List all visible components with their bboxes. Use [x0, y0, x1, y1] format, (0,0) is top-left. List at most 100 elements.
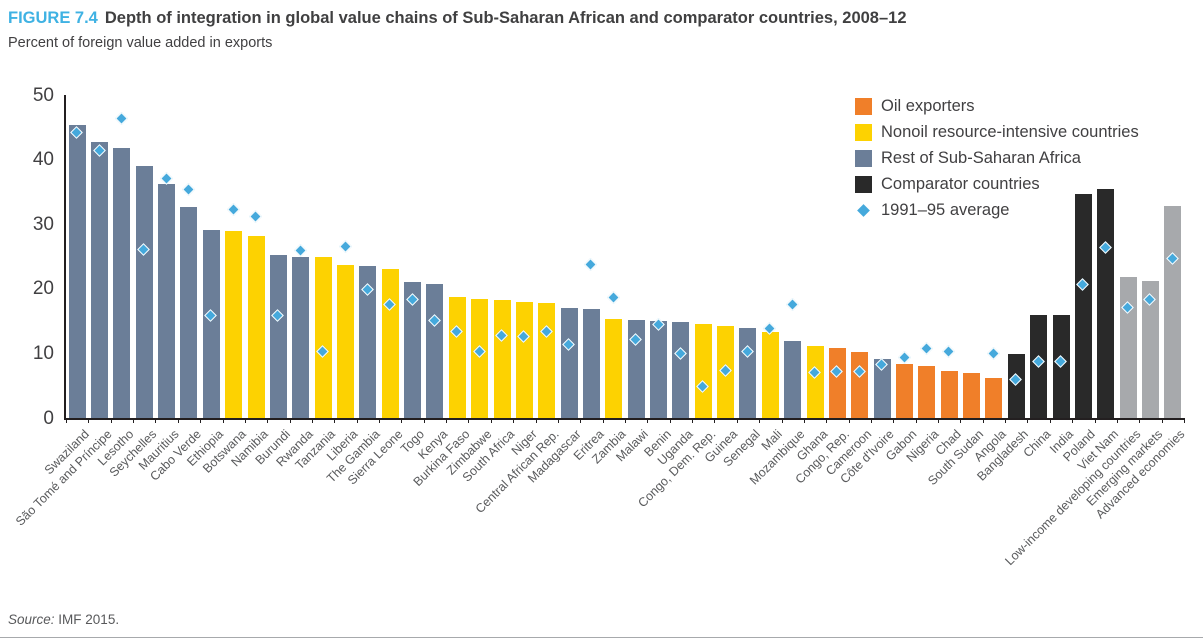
- avg-marker-zambia: [606, 290, 620, 304]
- bar-mozambique: [784, 341, 802, 418]
- bar-south-sudan: [963, 372, 981, 418]
- x-axis-tick: [647, 420, 649, 423]
- x-axis-tick: [1049, 420, 1051, 423]
- bar-nigeria: [918, 366, 936, 418]
- x-axis-tick: [826, 420, 828, 423]
- bar-c-te-d-ivoire: [873, 359, 891, 418]
- bar-lesotho: [113, 147, 131, 418]
- x-axis-tick: [1005, 420, 1007, 423]
- bar-senegal: [739, 328, 757, 418]
- x-axis-tick: [513, 420, 515, 423]
- x-axis-tick: [490, 420, 492, 423]
- legend: Oil exporters Nonoil resource-intensive c…: [855, 93, 1139, 223]
- bar-low-income-developing-countries: [1119, 276, 1137, 418]
- source-note: Source: IMF 2015.: [8, 612, 119, 627]
- x-axis-tick: [1161, 420, 1163, 423]
- x-axis-tick: [1027, 420, 1029, 423]
- bar-uganda: [672, 321, 690, 418]
- x-axis-tick: [848, 420, 850, 423]
- x-label-s-o-tom-and-pr-ncipe: São Tomé and Príncipe: [12, 427, 115, 529]
- y-tick-label-10: 10: [32, 342, 54, 364]
- x-axis-tick: [692, 420, 694, 423]
- legend-label: Rest of Sub-Saharan Africa: [881, 148, 1081, 167]
- avg-marker-chad: [942, 344, 956, 358]
- bar-ghana: [806, 346, 824, 418]
- x-axis-tick: [982, 420, 984, 423]
- plot-area: 0 10 20 30 40 50 Swaziland São Tomé and Príncip…: [13, 85, 1188, 569]
- y-tick-label-30: 30: [32, 213, 54, 235]
- x-axis-tick: [311, 420, 313, 423]
- y-axis-line: [64, 95, 66, 418]
- bar-tanzania: [314, 257, 332, 418]
- x-axis-tick: [1072, 420, 1074, 423]
- x-axis-tick: [66, 420, 67, 423]
- avg-marker-angola: [987, 346, 1000, 360]
- legend-label: Oil exporters: [881, 96, 975, 115]
- x-axis-tick: [535, 420, 537, 423]
- bar-madagascar: [560, 307, 578, 418]
- bar-advanced-economies: [1164, 206, 1182, 418]
- bar-congo-dem-rep: [694, 323, 712, 418]
- x-axis-tick: [244, 420, 246, 423]
- x-axis-tick: [177, 420, 179, 423]
- bar-central-african-rep: [538, 303, 556, 418]
- x-axis-tick: [669, 420, 671, 423]
- bar-congo-rep: [828, 348, 846, 418]
- x-axis-tick: [446, 420, 448, 423]
- legend-swatch-icon: [855, 175, 872, 193]
- y-tick-label-0: 0: [43, 407, 54, 429]
- x-axis-tick: [110, 420, 112, 423]
- x-axis-tick: [759, 420, 761, 423]
- x-axis-tick: [625, 420, 626, 423]
- bar-eritrea: [582, 309, 600, 418]
- source-text: IMF 2015.: [58, 612, 120, 627]
- bar-benin: [650, 321, 668, 418]
- x-axis-tick: [423, 420, 425, 423]
- source-prefix: Source:: [8, 612, 55, 627]
- bar-zimbabwe: [471, 298, 489, 418]
- avg-marker-eritrea: [584, 258, 598, 272]
- x-axis-tick: [803, 420, 805, 423]
- bar-zambia: [605, 319, 623, 418]
- bar-swaziland: [68, 125, 86, 418]
- bar-togo: [404, 282, 422, 418]
- bar-mauritius: [158, 183, 176, 418]
- avg-marker-liberia: [338, 240, 352, 254]
- bar-ethiopia: [202, 230, 220, 418]
- y-tick-label-20: 20: [32, 278, 54, 300]
- x-axis-tick: [781, 420, 783, 423]
- legend-swatch-icon: [855, 123, 872, 141]
- bar-poland: [1074, 194, 1092, 418]
- x-axis-tick: [88, 420, 90, 423]
- bar-gabon: [896, 363, 913, 418]
- x-axis-tick: [915, 420, 917, 423]
- x-axis-tick: [557, 420, 559, 423]
- x-axis-tick: [1094, 420, 1096, 423]
- bar-kenya: [426, 283, 444, 418]
- bar-south-africa: [493, 299, 511, 418]
- legend-label: 1991–95 average: [881, 200, 1010, 219]
- avg-marker-mozambique: [785, 297, 799, 311]
- avg-marker-lesotho: [115, 111, 128, 125]
- bar-sierra-leone: [381, 269, 399, 418]
- x-axis-tick: [289, 420, 291, 423]
- bar-niger: [515, 301, 533, 418]
- legend-item: Comparator countries: [855, 171, 1139, 197]
- x-axis-tick: [401, 420, 403, 423]
- legend-swatch-icon: [855, 149, 872, 167]
- x-axis-tick: [714, 420, 716, 423]
- x-axis-tick: [1184, 420, 1185, 423]
- x-axis-tick: [580, 420, 582, 423]
- avg-marker-namibia: [249, 210, 262, 224]
- legend-label: Comparator countries: [881, 174, 1040, 193]
- x-axis-tick: [938, 420, 940, 423]
- x-axis-tick: [736, 420, 738, 423]
- x-axis-tick: [893, 420, 895, 423]
- x-axis-tick: [133, 420, 135, 423]
- bar-rwanda: [292, 256, 310, 418]
- legend-swatch-icon: [855, 97, 872, 115]
- x-axis-tick: [960, 420, 962, 423]
- bar-burundi: [269, 254, 287, 418]
- bar-the-gambia: [359, 266, 377, 418]
